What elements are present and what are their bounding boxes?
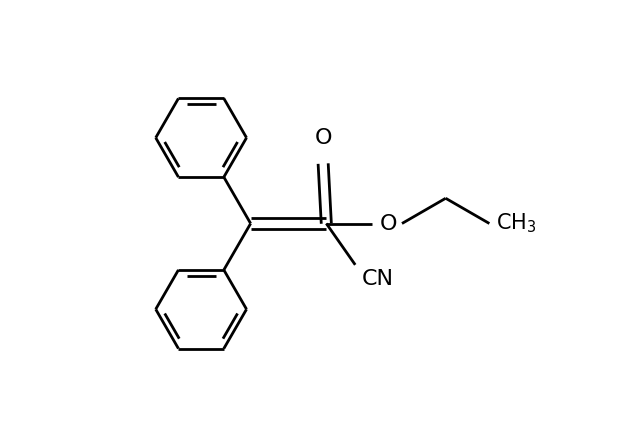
Text: O: O [314,128,332,148]
Text: CN: CN [362,269,394,289]
Text: O: O [380,214,397,233]
Text: CH$_3$: CH$_3$ [495,212,536,235]
